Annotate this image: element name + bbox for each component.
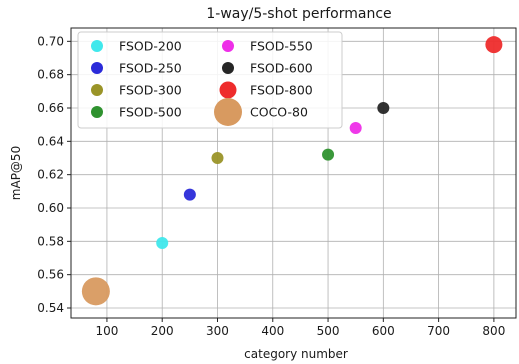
legend-marker-fsod-550 bbox=[222, 40, 234, 52]
legend-label-fsod-600: FSOD-600 bbox=[250, 61, 313, 76]
legend-label-fsod-250: FSOD-250 bbox=[119, 61, 182, 76]
y-tick-label: 0.62 bbox=[37, 168, 64, 182]
legend-marker-coco-80 bbox=[214, 98, 242, 126]
point-fsod-500 bbox=[322, 148, 335, 161]
y-tick-label: 0.64 bbox=[37, 134, 64, 148]
x-axis: 100 200 300 400 500 600 700 800 bbox=[95, 318, 505, 338]
x-tick-label: 600 bbox=[372, 324, 395, 338]
point-coco-80 bbox=[81, 277, 110, 306]
legend-marker-fsod-800 bbox=[219, 81, 237, 99]
point-fsod-250 bbox=[183, 188, 196, 201]
x-axis-label: category number bbox=[244, 347, 348, 361]
y-tick-label: 0.66 bbox=[37, 101, 64, 115]
x-tick-label: 300 bbox=[206, 324, 229, 338]
legend-label-fsod-500: FSOD-500 bbox=[119, 105, 182, 120]
legend-box bbox=[77, 31, 343, 129]
legend-label-coco-80: COCO-80 bbox=[250, 105, 308, 120]
data-points bbox=[81, 36, 503, 306]
point-fsod-600 bbox=[377, 102, 390, 114]
chart-title: 1-way/5-shot performance bbox=[206, 6, 391, 22]
y-tick-label: 0.68 bbox=[37, 68, 64, 82]
point-fsod-550 bbox=[349, 122, 362, 134]
legend: FSOD-200 FSOD-250 FSOD-300 FSOD-500 FSOD-550… bbox=[77, 31, 343, 129]
x-tick-label: 200 bbox=[151, 324, 174, 338]
x-tick-label: 400 bbox=[261, 324, 284, 338]
x-tick-label: 800 bbox=[482, 324, 505, 338]
y-tick-label: 0.56 bbox=[37, 268, 64, 282]
y-tick-label: 0.58 bbox=[37, 234, 64, 248]
point-fsod-800 bbox=[485, 36, 503, 54]
point-fsod-200 bbox=[156, 237, 169, 249]
legend-marker-fsod-600 bbox=[222, 62, 234, 74]
legend-marker-fsod-300 bbox=[91, 84, 103, 96]
legend-label-fsod-200: FSOD-200 bbox=[119, 39, 182, 54]
legend-marker-fsod-250 bbox=[91, 62, 103, 74]
legend-label-fsod-300: FSOD-300 bbox=[119, 83, 182, 98]
plot-frame bbox=[70, 27, 517, 319]
x-tick-label: 700 bbox=[427, 324, 450, 338]
x-tick-label: 500 bbox=[317, 324, 340, 338]
x-tick-label: 100 bbox=[95, 324, 118, 338]
legend-marker-fsod-200 bbox=[91, 40, 103, 52]
legend-label-fsod-800: FSOD-800 bbox=[250, 83, 313, 98]
legend-label-fsod-550: FSOD-550 bbox=[250, 39, 313, 54]
legend-marker-fsod-500 bbox=[91, 106, 103, 118]
y-tick-label: 0.60 bbox=[37, 201, 64, 215]
y-axis-label: mAP@50 bbox=[9, 146, 23, 200]
y-tick-label: 0.70 bbox=[37, 34, 64, 48]
y-axis: 0.54 0.56 0.58 0.60 0.62 0.64 0.66 0.68 0.70 bbox=[37, 34, 71, 315]
y-tick-label: 0.54 bbox=[37, 301, 64, 315]
point-fsod-300 bbox=[211, 152, 224, 164]
